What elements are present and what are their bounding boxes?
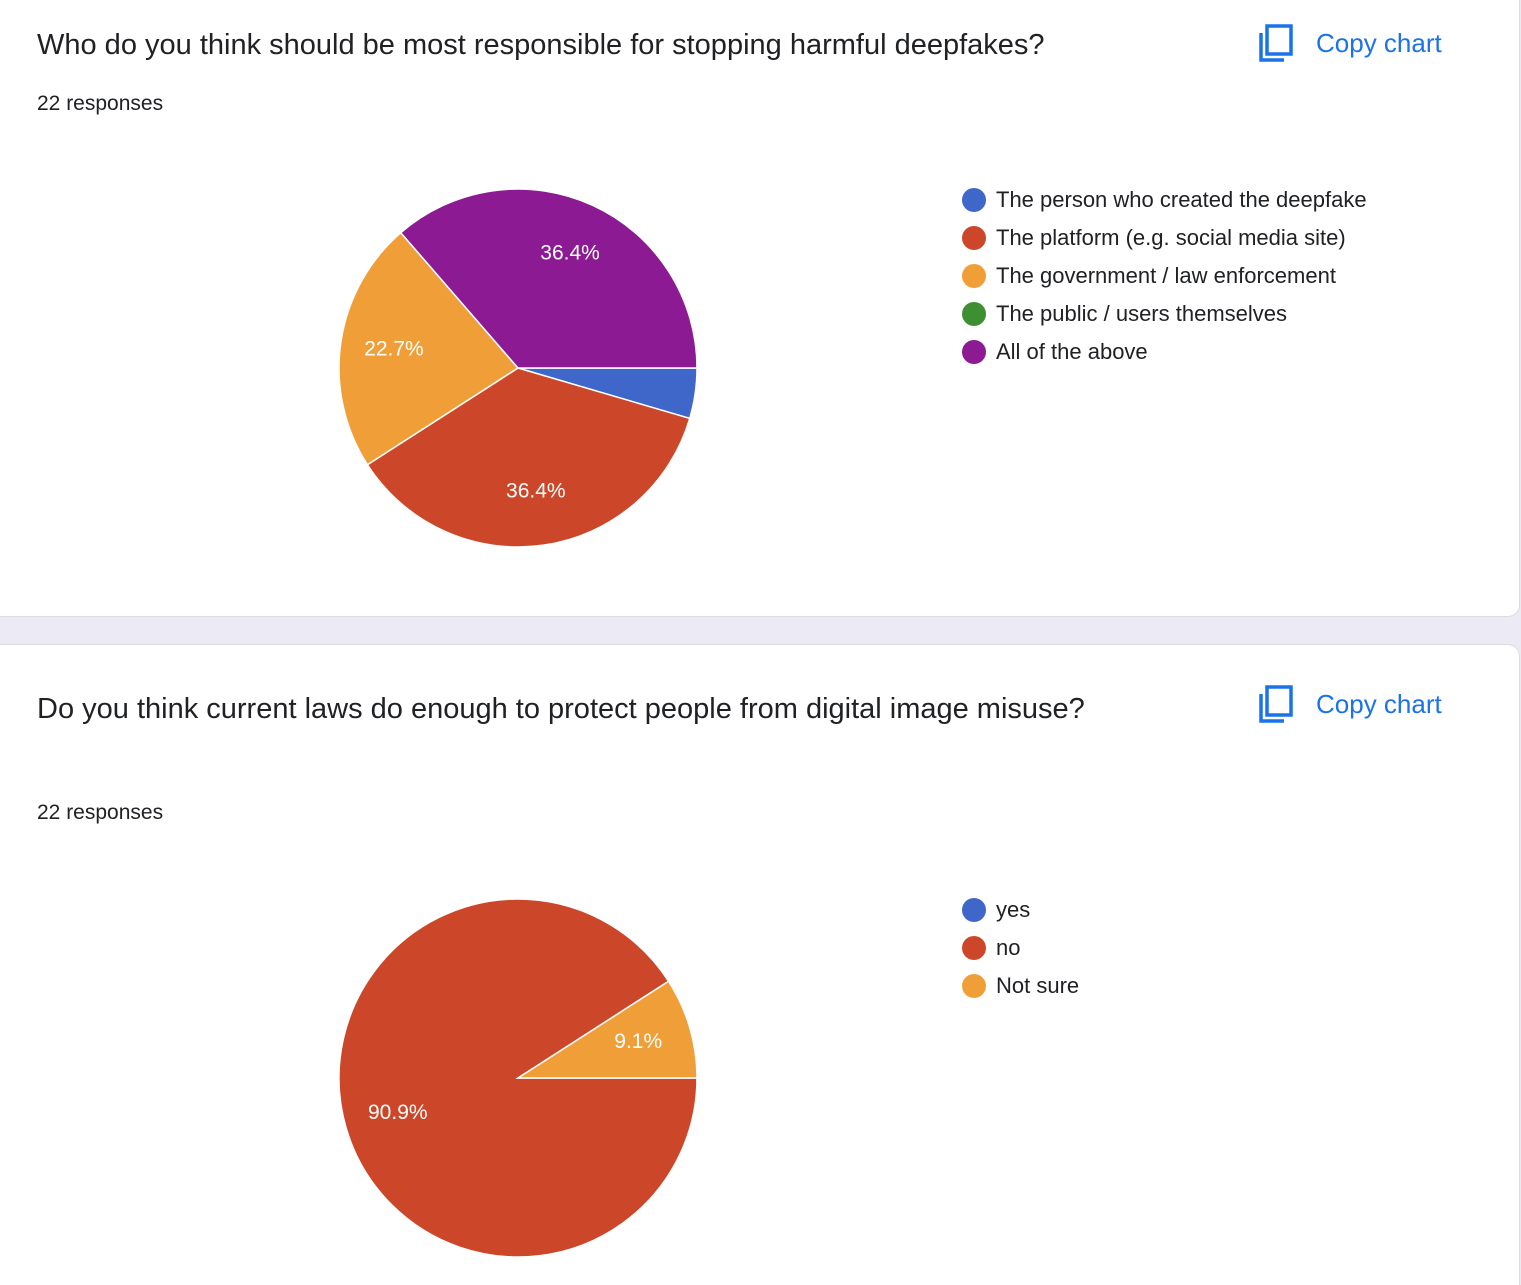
legend-dot-icon xyxy=(962,302,986,326)
chart-legend: yes no Not sure xyxy=(962,891,1079,1005)
copy-icon xyxy=(1259,685,1293,723)
question-title: Do you think current laws do enough to p… xyxy=(37,693,1085,725)
legend-dot-icon xyxy=(962,974,986,998)
slice-label: 90.9% xyxy=(368,1101,428,1124)
slice-label: 9.1% xyxy=(614,1030,662,1053)
pie-chart: 90.9% 9.1% xyxy=(338,898,698,1258)
response-count: 22 responses xyxy=(37,92,164,115)
chart-legend: The person who created the deepfake The p… xyxy=(962,181,1367,371)
response-count: 22 responses xyxy=(37,801,164,824)
question-card-1: Who do you think should be most responsi… xyxy=(0,0,1520,617)
question-title: Who do you think should be most responsi… xyxy=(37,29,1045,61)
legend-dot-icon xyxy=(962,898,986,922)
pie-slice-1[interactable] xyxy=(338,898,698,1258)
legend-label: no xyxy=(996,935,1021,960)
legend-label: yes xyxy=(996,897,1031,922)
copy-chart-button[interactable]: Copy chart xyxy=(1258,685,1442,723)
legend-dot-icon xyxy=(962,226,986,250)
pie-slice-2[interactable] xyxy=(515,980,698,1079)
pie-slice-2[interactable] xyxy=(338,231,520,466)
legend-dot-icon xyxy=(962,188,986,212)
legend-item[interactable]: yes xyxy=(962,891,1079,929)
copy-chart-button[interactable]: Copy chart xyxy=(1258,24,1442,62)
legend-item[interactable]: The platform (e.g. social media site) xyxy=(962,219,1367,257)
legend-label: Not sure xyxy=(996,973,1080,998)
slice-label: 22.7% xyxy=(364,338,424,361)
legend-label: All of the above xyxy=(996,339,1148,364)
legend-dot-icon xyxy=(962,264,986,288)
pie-slice-1[interactable] xyxy=(366,367,691,548)
copy-chart-label: Copy chart xyxy=(1316,688,1442,719)
legend-item[interactable]: The government / law enforcement xyxy=(962,257,1367,295)
slice-label: 36.4% xyxy=(506,480,566,503)
legend-item[interactable]: no xyxy=(962,929,1079,967)
copy-chart-label: Copy chart xyxy=(1316,27,1442,58)
slice-label: 36.4% xyxy=(540,242,600,265)
legend-label: The person who created the deepfake xyxy=(996,187,1367,212)
legend-item[interactable]: All of the above xyxy=(962,333,1367,371)
question-card-2: Do you think current laws do enough to p… xyxy=(0,644,1520,1285)
legend-label: The government / law enforcement xyxy=(996,263,1336,288)
legend-item[interactable]: The public / users themselves xyxy=(962,295,1367,333)
legend-dot-icon xyxy=(962,936,986,960)
pie-slice-4[interactable] xyxy=(399,188,698,369)
legend-label: The public / users themselves xyxy=(996,301,1288,326)
pie-chart: 36.4% 22.7% 36.4% xyxy=(338,188,698,548)
copy-icon xyxy=(1259,24,1293,62)
legend-item[interactable]: The person who created the deepfake xyxy=(962,181,1367,219)
legend-item[interactable]: Not sure xyxy=(962,967,1079,1005)
legend-label: The platform (e.g. social media site) xyxy=(996,225,1346,250)
legend-dot-icon xyxy=(962,340,986,364)
